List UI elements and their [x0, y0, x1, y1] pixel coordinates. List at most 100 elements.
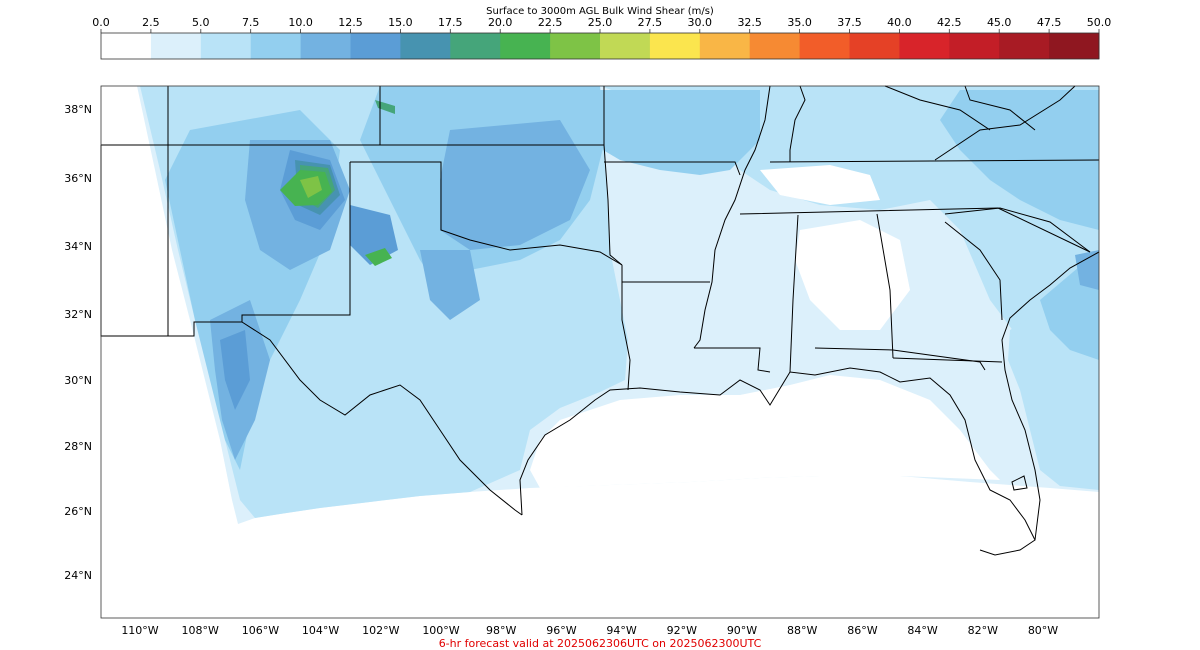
colorbar-bin — [649, 33, 701, 59]
gulf-coastline — [519, 367, 1036, 556]
latitude-label: 26°N — [64, 505, 92, 518]
colorbar-tick-label: 20.0 — [488, 16, 513, 29]
boundaries — [100, 85, 1100, 556]
atlantic-coastline — [1001, 251, 1100, 541]
forecast-caption: 6-hr forecast valid at 2025062306UTC on … — [439, 637, 762, 650]
shear-contour-12-5-b — [220, 330, 250, 410]
wind-shear-field — [137, 86, 1099, 524]
latitude-labels: 38°N 36°N 34°N 32°N 30°N 28°N 26°N 24°N — [64, 103, 92, 582]
border-al-fl — [814, 347, 986, 371]
longitude-label: 84°W — [907, 624, 937, 637]
border-tx-mexico — [241, 321, 523, 516]
shear-contour-7-5-b — [600, 90, 760, 175]
latitude-label: 30°N — [64, 374, 92, 387]
colorbar-tick-label: 47.5 — [1037, 16, 1062, 29]
longitude-label: 80°W — [1028, 624, 1058, 637]
shear-contour-20-0-b — [365, 248, 392, 266]
longitude-label: 86°W — [847, 624, 877, 637]
border-ms-al — [789, 214, 799, 373]
latitude-label: 28°N — [64, 440, 92, 453]
colorbar-tick-label: 30.0 — [688, 16, 713, 29]
shear-contour-10-0 — [440, 120, 590, 250]
colorbar-bin — [849, 33, 900, 59]
colorbar-bin — [101, 33, 152, 59]
mississippi-river — [693, 85, 771, 349]
longitude-label: 90°W — [727, 624, 757, 637]
border-az-nm-north — [101, 86, 381, 146]
lake-okeechobee — [1011, 475, 1028, 491]
colorbar — [101, 33, 1100, 59]
longitude-label: 98°W — [486, 624, 516, 637]
shear-contour-10-0-d — [420, 250, 480, 320]
colorbar-bin — [699, 33, 751, 59]
border-la-ms — [694, 347, 771, 373]
border-ky-tn — [769, 159, 1100, 163]
colorbar-bin — [400, 33, 451, 59]
latitude-label: 36°N — [64, 172, 92, 185]
colorbar-title: Surface to 3000m AGL Bulk Wind Shear (m/… — [486, 6, 714, 17]
longitude-label: 108°W — [182, 624, 219, 637]
longitude-label: 92°W — [667, 624, 697, 637]
border-ok-ar — [603, 144, 623, 266]
colorbar-bin — [300, 33, 351, 59]
border-nc-sc — [944, 207, 1091, 253]
map-frame — [100, 85, 1100, 619]
colorbar-tick-labels: 0.0 2.5 5.0 7.5 10.0 12.5 15.0 17.5 20.0 22.5 25.0… — [92, 16, 1111, 33]
shear-contour-22-5 — [300, 176, 322, 198]
longitude-labels: 110°W 108°W 106°W 104°W 102°W 100°W 98°W 96°W 94… — [121, 624, 1058, 637]
border-al-ga — [876, 213, 894, 359]
colorbar-tick-label: 50.0 — [1087, 16, 1112, 29]
longitude-label: 100°W — [422, 624, 459, 637]
shear-contour-0-0-gulf — [530, 375, 1000, 488]
colorbar-bin — [350, 33, 401, 59]
border-nm-tx — [241, 162, 351, 322]
colorbar-tick-label: 32.5 — [737, 16, 762, 29]
latitude-label: 32°N — [64, 308, 92, 321]
border-ut-az-co-nm — [167, 86, 242, 337]
colorbar-bin — [150, 33, 202, 59]
colorbar-tick-label: 35.0 — [787, 16, 812, 29]
latitude-label: 24°N — [64, 569, 92, 582]
border-ga-fl — [892, 357, 1003, 363]
colorbar-bin — [500, 33, 551, 59]
colorbar-frame — [100, 32, 1100, 60]
colorbar-bin — [450, 33, 501, 59]
longitude-label: 106°W — [242, 624, 279, 637]
colorbar-bin — [250, 33, 302, 59]
border-wv — [964, 85, 1036, 131]
colorbar-tick-label: 40.0 — [887, 16, 912, 29]
longitude-label: 82°W — [968, 624, 998, 637]
border-il-in — [789, 85, 806, 162]
colorbar-bin — [949, 33, 1000, 59]
colorbar-bin — [600, 33, 651, 59]
colorbar-tick-label: 45.0 — [987, 16, 1012, 29]
latitude-label: 34°N — [64, 240, 92, 253]
colorbar-tick-label: 0.0 — [92, 16, 110, 29]
shear-contour-0-0-ar — [760, 165, 880, 205]
longitude-label: 102°W — [362, 624, 399, 637]
colorbar-tick-label: 37.5 — [837, 16, 862, 29]
colorbar-bin — [749, 33, 801, 59]
border-tx-la — [621, 265, 631, 391]
colorbar-tick-label: 27.5 — [638, 16, 663, 29]
longitude-label: 96°W — [546, 624, 576, 637]
longitude-label: 88°W — [787, 624, 817, 637]
latitude-label: 38°N — [64, 103, 92, 116]
colorbar-tick-label: 12.5 — [338, 16, 363, 29]
colorbar-tick-label: 22.5 — [538, 16, 563, 29]
colorbar-bin — [799, 33, 850, 59]
border-mo-ar — [604, 161, 741, 176]
colorbar-tick-label: 25.0 — [588, 16, 613, 29]
colorbar-bin — [899, 33, 950, 59]
colorbar-bin — [999, 33, 1050, 59]
colorbar-tick-label: 15.0 — [388, 16, 413, 29]
border-va-ky — [934, 85, 1076, 161]
longitude-label: 110°W — [121, 624, 158, 637]
shear-contour-0-0-se — [795, 220, 910, 330]
border-ga-sc — [944, 221, 1003, 321]
map-panel — [100, 85, 1100, 619]
colorbar-tick-label: 5.0 — [192, 16, 210, 29]
colorbar-tick-label: 17.5 — [438, 16, 463, 29]
colorbar-tick-label: 10.0 — [288, 16, 313, 29]
